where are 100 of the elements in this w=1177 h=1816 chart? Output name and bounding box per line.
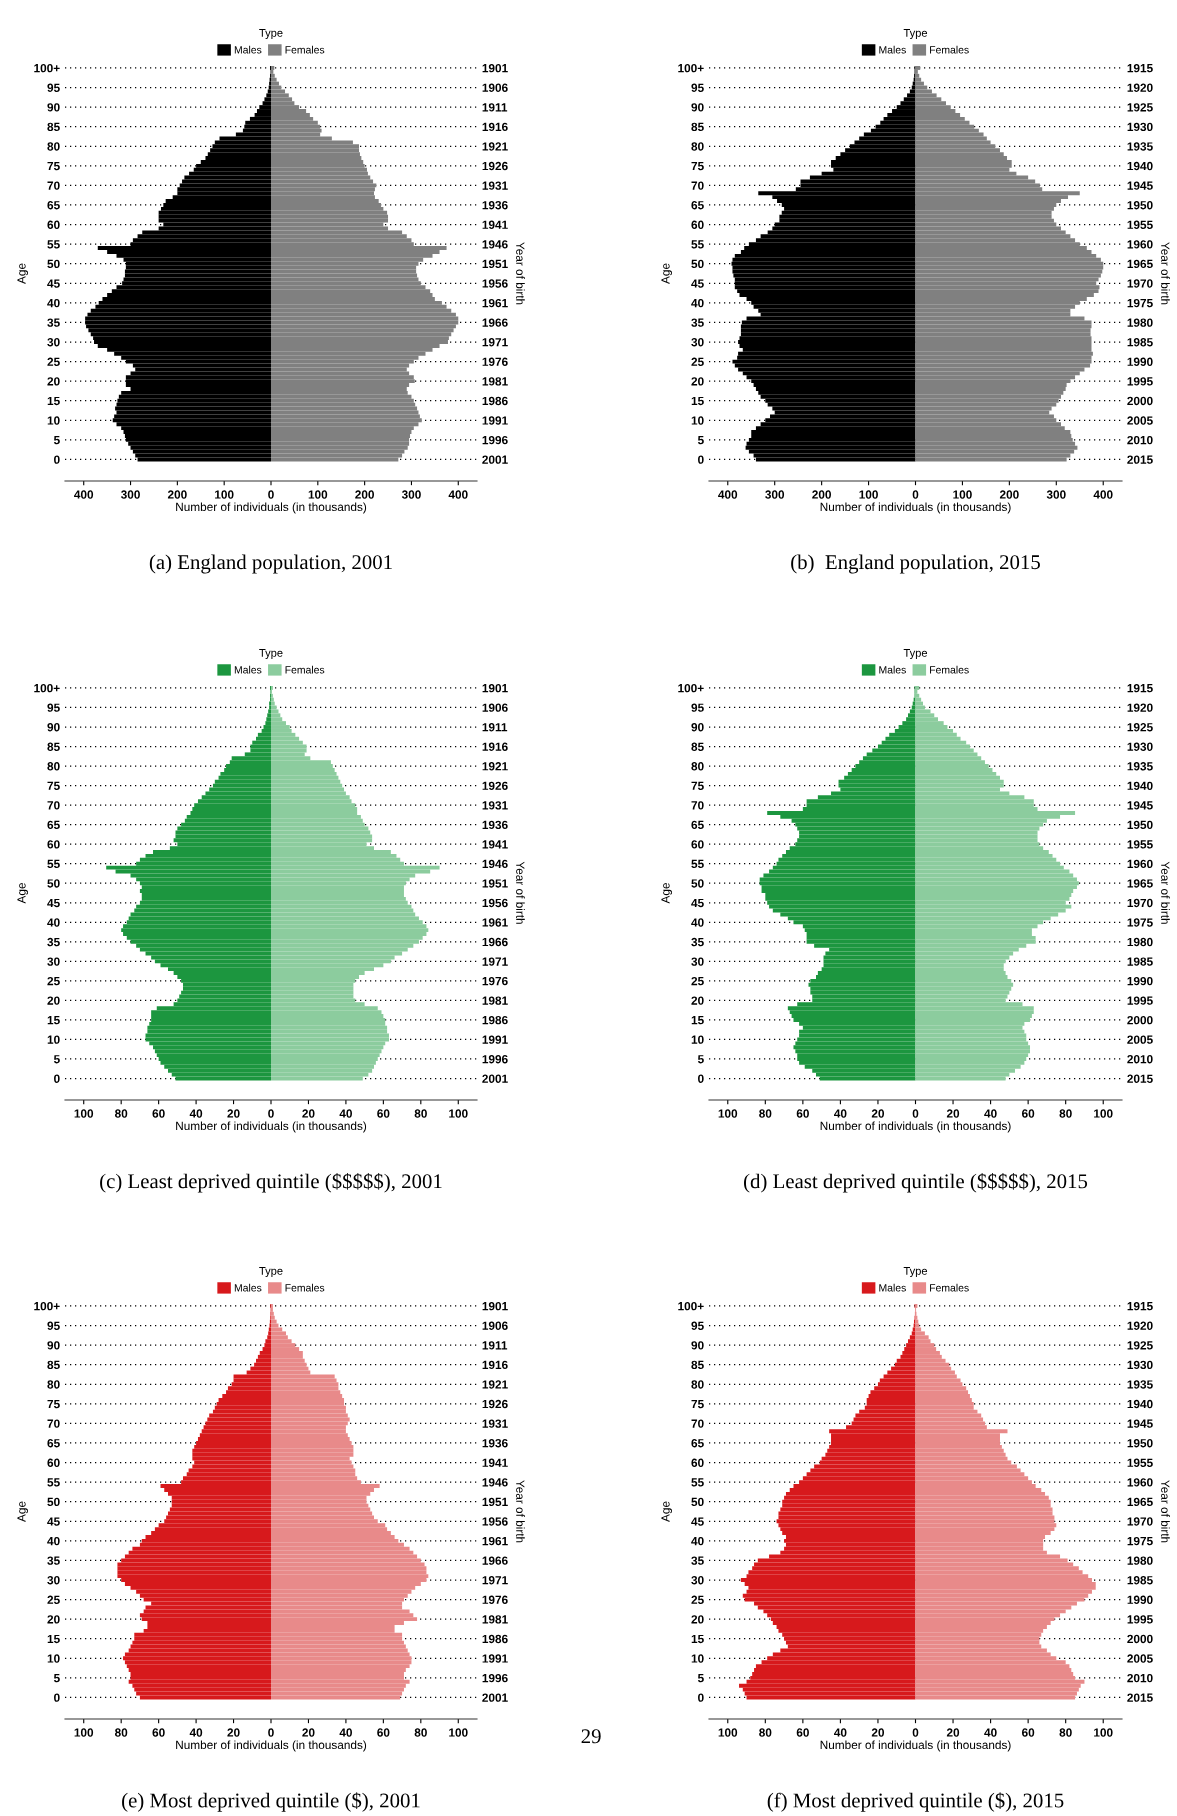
y2-tick-label: 2001: [482, 1074, 508, 1083]
y2-tick-label: 2001: [482, 1693, 508, 1702]
y2-axis-title: Year of birth: [516, 242, 525, 305]
x-tick-label: 100: [215, 490, 234, 499]
legend-title: Type: [903, 1267, 928, 1278]
y-tick-label: 100+: [34, 683, 60, 693]
y-axis-title: Age: [17, 263, 28, 284]
x-tick-label: 20: [302, 1728, 315, 1737]
x-tick-label: 60: [152, 1728, 165, 1737]
y2-tick-label: 1985: [1127, 338, 1153, 347]
y2-tick-label: 2005: [1127, 1654, 1153, 1663]
text: (f) Most deprived quintile ($), 2015: [767, 1792, 1064, 1812]
x-tick-label: 100: [718, 1109, 738, 1118]
y2-tick-label: 1991: [482, 416, 508, 425]
y-tick-label: 80: [47, 142, 60, 151]
x-tick-label: 80: [114, 1728, 128, 1737]
y2-tick-label: 1951: [482, 879, 508, 888]
y2-tick-label: 1941: [482, 220, 508, 229]
y-tick-label: 95: [691, 703, 704, 712]
y2-tick-label: 1991: [482, 1654, 508, 1663]
y-tick-label: 70: [47, 181, 60, 190]
x-tick-label: 0: [912, 1109, 919, 1118]
y2-tick-label: 1985: [1127, 1576, 1153, 1585]
y2-tick-label: 1931: [482, 181, 508, 190]
y2-tick-label: 2005: [1127, 416, 1153, 425]
y-tick-label: 25: [691, 1595, 704, 1604]
x-tick-label: 100: [74, 1109, 94, 1118]
y-tick-label: 65: [47, 201, 60, 210]
y2-axis-title: Year of birth: [1161, 1480, 1170, 1543]
y-tick-label: 85: [47, 122, 60, 132]
x-tick-label: 20: [227, 1109, 240, 1118]
x-tick-label: 40: [339, 1728, 352, 1737]
y-tick-label: 60: [47, 220, 60, 229]
y2-tick-label: 1976: [482, 357, 508, 366]
x-tick-label: 40: [834, 1728, 847, 1737]
y2-tick-label: 1946: [482, 1478, 508, 1487]
x-tick-label: 20: [946, 1109, 960, 1118]
y2-tick-label: 1921: [482, 142, 508, 151]
y2-tick-label: 1920: [1127, 83, 1153, 92]
x-tick-label: 100: [449, 1728, 468, 1737]
y2-tick-label: 1995: [1127, 1615, 1153, 1624]
legend-label: Females: [930, 665, 969, 674]
legend-label: Females: [930, 1283, 969, 1292]
y-tick-label: 85: [47, 1360, 60, 1370]
y-tick-label: 95: [47, 703, 60, 712]
y-tick-label: 0: [54, 1693, 60, 1702]
y2-tick-label: 1941: [482, 840, 508, 849]
y2-tick-label: 1925: [1127, 103, 1153, 112]
y-tick-label: 25: [691, 357, 704, 366]
x-tick-label: 300: [401, 490, 421, 499]
y2-axis-title: Year of birth: [1161, 242, 1170, 305]
x-tick-label: 300: [1046, 490, 1066, 499]
y2-tick-label: 1901: [482, 683, 508, 693]
y-tick-label: 5: [697, 1055, 704, 1064]
y2-axis-title: Year of birth: [1161, 861, 1170, 924]
y2-axis-title: Year of birth: [516, 861, 525, 924]
y-tick-label: 85: [691, 122, 704, 132]
y-tick-label: 95: [691, 1321, 704, 1330]
y-tick-label: 55: [691, 859, 704, 869]
y2-tick-label: 1926: [482, 1399, 508, 1409]
text: (e) Most deprived quintile ($), 2001: [122, 1792, 420, 1812]
y-tick-label: 5: [53, 436, 60, 445]
y-tick-label: 15: [691, 1634, 704, 1644]
x-tick-label: 0: [268, 490, 274, 499]
y2-tick-label: 1935: [1127, 1380, 1153, 1389]
y-axis-title: Age: [17, 883, 28, 904]
x-tick-label: 100: [859, 490, 878, 499]
y2-tick-label: 1956: [482, 898, 508, 908]
y2-tick-label: 1975: [1127, 918, 1153, 927]
y-tick-label: 45: [691, 279, 704, 288]
y-tick-label: 30: [47, 1576, 60, 1585]
y2-tick-label: 1956: [482, 1517, 508, 1526]
y-tick-label: 15: [691, 396, 704, 406]
y2-tick-label: 1906: [482, 1321, 508, 1330]
x-tick-label: 60: [152, 1109, 165, 1118]
y2-tick-label: 2010: [1127, 435, 1153, 445]
legend-title: Type: [903, 649, 928, 660]
y2-tick-label: 1986: [482, 1634, 508, 1644]
y-tick-label: 40: [691, 1536, 704, 1546]
legend-title: Type: [259, 29, 283, 40]
y-axis-title: Age: [661, 263, 672, 284]
y2-tick-label: 1995: [1127, 996, 1153, 1005]
y-tick-label: 100+: [34, 1301, 60, 1311]
y-tick-label: 90: [47, 1341, 60, 1350]
y-tick-label: 10: [691, 1035, 704, 1044]
y2-tick-label: 1916: [482, 1360, 508, 1370]
y-tick-label: 35: [691, 1556, 704, 1565]
x-tick-label: 20: [302, 1109, 315, 1118]
legend-label: Males: [234, 665, 262, 674]
y-tick-label: 50: [691, 879, 704, 888]
x-tick-label: 80: [759, 1728, 772, 1737]
legend-title: Type: [259, 1267, 283, 1278]
y2-tick-label: 1961: [482, 298, 508, 308]
legend-title: Type: [259, 649, 283, 660]
y2-tick-label: 1971: [482, 338, 508, 347]
x-tick-label: 100: [953, 490, 972, 499]
y-tick-label: 20: [47, 1615, 60, 1624]
x-tick-label: 300: [120, 490, 140, 499]
x-tick-label: 300: [765, 490, 785, 499]
x-tick-label: 0: [912, 490, 919, 499]
